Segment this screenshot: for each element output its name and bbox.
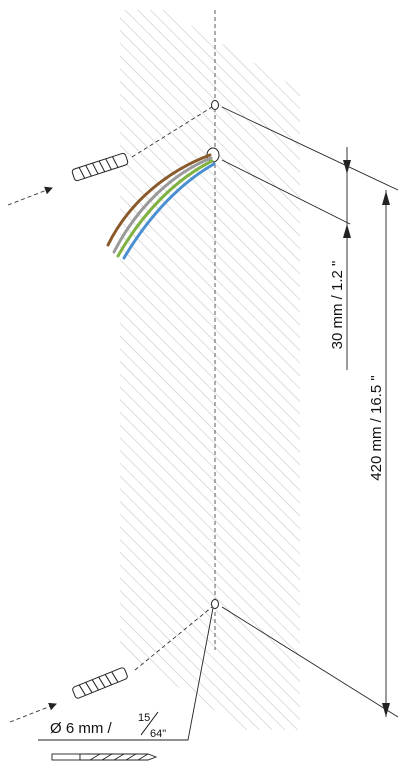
drill-bit-icon bbox=[51, 753, 158, 761]
label-hole-spacing: 420 mm / 16.5 " bbox=[368, 375, 385, 480]
bottom-wall-plug bbox=[72, 667, 128, 699]
top-wall-plug bbox=[71, 152, 129, 182]
ext-line-bottom-hole bbox=[221, 606, 399, 718]
drill-fraction-bar bbox=[140, 711, 159, 736]
dim-arrow-spacing-top bbox=[382, 191, 390, 205]
drill-diameter-label: Ø 6 mm / bbox=[50, 720, 113, 737]
top-hole bbox=[211, 100, 219, 110]
wire-green bbox=[116, 159, 214, 258]
cable-wires bbox=[106, 153, 216, 260]
bottom-insert-line-left bbox=[9, 702, 57, 723]
top-insert-line-right bbox=[131, 106, 213, 158]
bottom-hole bbox=[211, 599, 219, 609]
wire-blue bbox=[122, 162, 216, 260]
dim-arrow-spacing-bottom bbox=[382, 703, 390, 717]
drill-fraction-denominator: 64" bbox=[150, 728, 166, 740]
wire-gray bbox=[112, 156, 213, 254]
ext-line-cable-hole bbox=[221, 159, 351, 225]
top-insert-line-left bbox=[7, 186, 53, 206]
dim-arrow-cable-bottom bbox=[343, 224, 351, 238]
wire-brown bbox=[106, 153, 212, 247]
ext-line-top-hole bbox=[221, 106, 399, 191]
label-cable-offset: 30 mm / 1.2 " bbox=[329, 261, 346, 350]
bottom-insert-line-right bbox=[134, 606, 213, 671]
drill-leader-line bbox=[38, 607, 214, 741]
drill-fraction-numerator: 15 bbox=[138, 712, 150, 724]
wall-hatched-area bbox=[120, 10, 300, 730]
dim-arrow-cable-top bbox=[343, 160, 351, 174]
